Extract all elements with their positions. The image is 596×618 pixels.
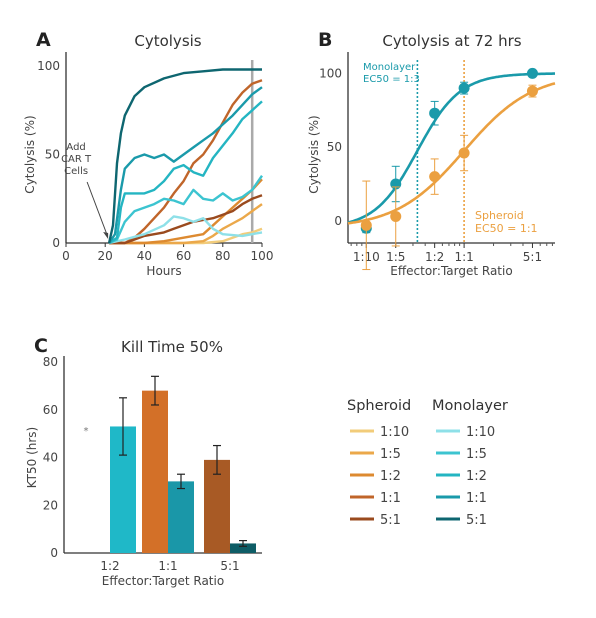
- chart-b-y-tick-label: 0: [334, 214, 342, 228]
- chart-a-series-line: [108, 86, 263, 244]
- legend-label-monolayer: 5:1: [466, 513, 487, 528]
- chart-a-x-tick-label: 20: [98, 249, 113, 263]
- chart-a-x-tick-label: 100: [251, 249, 274, 263]
- chart-b-data-point: [429, 171, 441, 183]
- chart-a-annotation-line: Cells: [64, 166, 88, 177]
- chart-c-bar: [142, 390, 168, 553]
- chart-b-x-tick-label: 1:5: [386, 250, 405, 264]
- chart-b-y-tick-label: 100: [319, 66, 342, 80]
- chart-a-series-line: [108, 175, 263, 245]
- panel-a: A Cytolysis 0 20 40 60 80 100 0 50 100 Hours Cytolys…: [23, 29, 273, 278]
- chart-b-spheroid-annotation: Spheroid: [475, 209, 524, 222]
- chart-b-fit-curve: [347, 82, 556, 225]
- chart-b-data-point: [526, 85, 538, 97]
- chart-b-x-tick-label: 5:1: [523, 250, 542, 264]
- chart-a-series-line: [107, 68, 262, 244]
- chart-a-y-tick-label: 0: [52, 236, 60, 250]
- chart-c-y-axis-label: KT50 (hrs): [25, 427, 39, 489]
- chart-a-x-axis-label: Hours: [146, 264, 181, 278]
- chart-a-x-tick-label: 60: [176, 249, 191, 263]
- chart-a-series-line: [109, 203, 263, 245]
- chart-b-data-point: [458, 82, 470, 94]
- panel-label-a: A: [36, 29, 51, 51]
- chart-a-series-line: [109, 227, 263, 245]
- chart-b-y-tick-label: 50: [327, 140, 342, 154]
- chart-b-spheroid-annotation: EC50 = 1:1: [475, 222, 538, 235]
- chart-a-series-line: [109, 194, 263, 245]
- legend-label-spheroid: 1:5: [380, 447, 401, 462]
- chart-b-data-point: [429, 107, 441, 119]
- chart-c-bar: [168, 481, 194, 553]
- panel-label-c: C: [34, 335, 48, 357]
- chart-a-series-line: [108, 100, 263, 244]
- chart-c-x-tick-label: 1:2: [100, 559, 119, 573]
- legend: Spheroid Monolayer 1:10 1:10 1:5 1:5 1:2 1:2 1:1…: [347, 398, 508, 528]
- chart-c-y-tick-label: 20: [43, 498, 58, 512]
- chart-a-y-tick-label: 100: [37, 59, 60, 73]
- chart-b-fit-curve: [347, 72, 555, 224]
- chart-b-x-axis-label: Effector:Target Ratio: [390, 264, 512, 278]
- chart-c-bar: [230, 543, 256, 553]
- legend-label-monolayer: 1:1: [466, 491, 487, 506]
- chart-c-bar: [204, 459, 230, 553]
- chart-b-data-point: [458, 147, 470, 159]
- chart-b-monolayer-annotation: EC50 = 1:3: [363, 74, 420, 85]
- panel-c: C Kill Time 50% 0 20 40 60 80 1:2 1:1 5:1Effector…: [25, 335, 262, 588]
- chart-a-x-tick-label: 80: [215, 249, 230, 263]
- legend-label-spheroid: 1:1: [380, 491, 401, 506]
- chart-c-y-tick-label: 40: [43, 451, 58, 465]
- legend-label-monolayer: 1:10: [466, 425, 495, 440]
- chart-a-annotation-line: Add: [66, 142, 85, 153]
- legend-header-spheroid: Spheroid: [347, 398, 411, 414]
- chart-a-annotation-line: CAR T: [61, 154, 92, 165]
- chart-a-annotation-arrow-shaft: [86, 181, 108, 236]
- chart-a-series-line: [108, 215, 263, 245]
- chart-c-y-tick-label: 80: [43, 355, 58, 369]
- chart-c-x-axis-label: Effector:Target Ratio: [102, 574, 224, 588]
- legend-label-spheroid: 1:10: [380, 425, 409, 440]
- panel-label-b: B: [318, 29, 332, 51]
- chart-a-y-tick-label: 50: [45, 148, 60, 162]
- chart-c-y-tick-label: 60: [43, 403, 58, 417]
- legend-header-monolayer: Monolayer: [432, 398, 508, 414]
- legend-label-spheroid: 5:1: [380, 513, 401, 528]
- chart-c-title: Kill Time 50%: [121, 338, 223, 356]
- legend-label-monolayer: 1:5: [466, 447, 487, 462]
- chart-c-y-tick-label: 0: [50, 546, 58, 560]
- chart-c-x-tick-label: 5:1: [220, 559, 239, 573]
- chart-a-series-line: [109, 79, 263, 245]
- chart-b-x-tick-label: 1:1: [454, 250, 473, 264]
- chart-a-annotation-arrow-head: [103, 232, 109, 239]
- chart-c-star-note: *: [84, 426, 89, 437]
- chart-a-y-axis-label: Cytolysis (%): [23, 115, 37, 193]
- chart-b-monolayer-annotation: Monolayer: [363, 62, 416, 73]
- legend-label-monolayer: 1:2: [466, 469, 487, 484]
- chart-a-title: Cytolysis: [134, 32, 201, 50]
- legend-label-spheroid: 1:2: [380, 469, 401, 484]
- chart-a-x-tick-label: 0: [62, 249, 70, 263]
- chart-b-title: Cytolysis at 72 hrs: [382, 32, 521, 50]
- chart-b-data-point: [390, 210, 402, 222]
- chart-b-data-point: [526, 67, 538, 79]
- chart-b-x-tick-label: 1:2: [425, 250, 444, 264]
- chart-a-series-line: [109, 178, 263, 245]
- chart-b-y-axis-label: Cytolysis (%): [307, 115, 321, 193]
- chart-c-x-tick-label: 1:1: [158, 559, 177, 573]
- chart-a-x-tick-label: 40: [137, 249, 152, 263]
- chart-b-data-point: [360, 219, 372, 231]
